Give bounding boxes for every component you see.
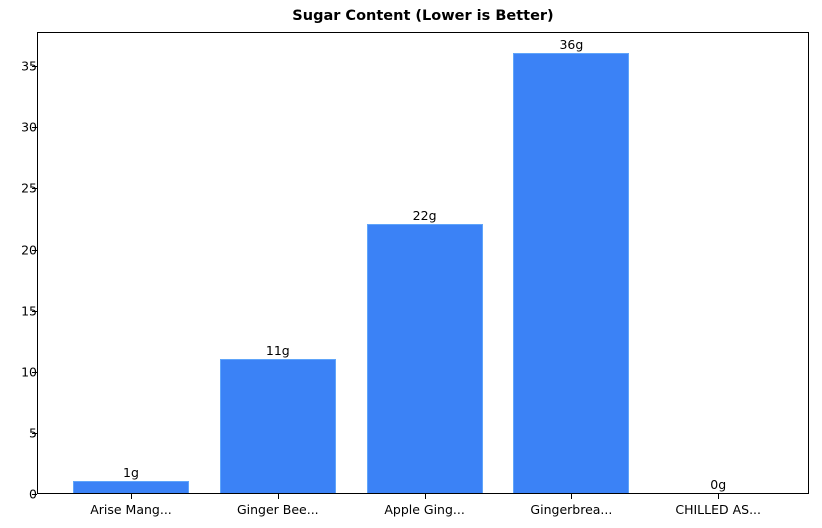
y-tick-label: 35 — [21, 58, 37, 74]
bar-value-label: 0g — [710, 477, 727, 492]
y-tick-mark — [32, 310, 37, 312]
x-tick-label: Ginger Bee... — [236, 502, 319, 517]
y-tick-mark — [32, 127, 37, 129]
bar-value-label: 11g — [265, 342, 290, 358]
bar-value-label: 36g — [559, 37, 584, 52]
y-tick-mark — [32, 371, 37, 373]
x-tick-label: Gingerbrea... — [530, 502, 613, 517]
x-tick-mark — [277, 494, 279, 499]
bar-value-label: 22g — [412, 208, 437, 224]
x-tick-label: CHILLED AS... — [675, 502, 762, 517]
y-tick-label: 15 — [21, 303, 37, 319]
bar — [366, 224, 483, 493]
y-tick-mark — [32, 66, 37, 68]
x-tick-label: Apple Ging... — [384, 502, 465, 517]
x-tick-mark — [131, 494, 132, 499]
y-tick-label: 30 — [21, 119, 37, 135]
x-tick-mark — [718, 494, 720, 499]
bar — [513, 53, 630, 493]
bar — [219, 358, 336, 493]
x-tick-label: Arise Mang... — [90, 502, 172, 517]
x-tick-mark — [424, 494, 426, 499]
chart-title: Sugar Content (Lower is Better) — [292, 8, 554, 24]
y-tick-label: 25 — [21, 180, 37, 196]
y-tick-label: 10 — [21, 364, 37, 380]
x-tick-mark — [571, 494, 573, 499]
y-tick-label: 20 — [21, 242, 37, 258]
plot-area — [37, 32, 809, 494]
bar — [73, 480, 189, 493]
y-tick-mark — [32, 494, 37, 495]
y-tick-mark — [32, 188, 37, 190]
y-tick-mark — [32, 249, 37, 251]
y-tick-mark — [32, 432, 37, 434]
bar-value-label: 1g — [123, 464, 139, 480]
